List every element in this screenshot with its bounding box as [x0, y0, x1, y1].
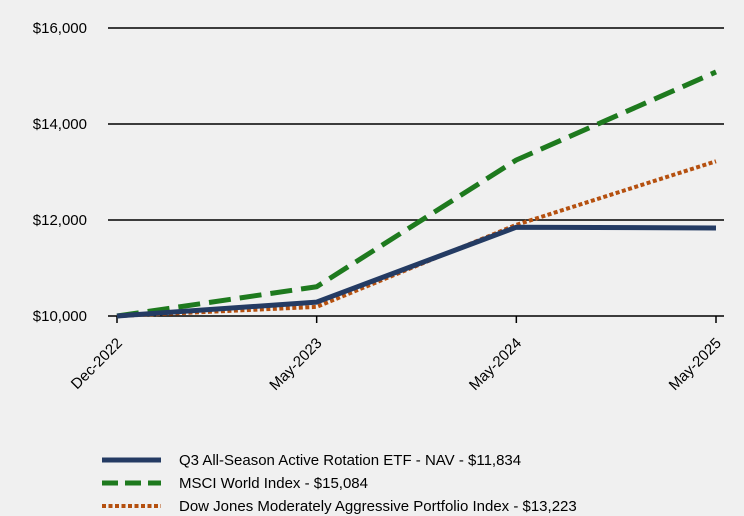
y-axis-tick-labels: $10,000 $12,000 $14,000 $16,000 — [33, 20, 87, 325]
y-tick-label: $12,000 — [33, 212, 87, 229]
x-axis: Dec-2022 May-2023 May-2024 May-2025 — [68, 316, 725, 394]
series-line-1 — [116, 69, 718, 319]
legend-label-1: MSCI World Index - $15,084 — [179, 475, 368, 492]
x-tick-label: May-2025 — [666, 335, 725, 394]
x-tick-label: Dec-2022 — [68, 335, 126, 393]
y-tick-label: $14,000 — [33, 116, 87, 133]
legend: Q3 All-Season Active Rotation ETF - NAV … — [102, 452, 577, 515]
y-tick-label: $10,000 — [33, 308, 87, 325]
legend-label-0: Q3 All-Season Active Rotation ETF - NAV … — [179, 452, 521, 469]
x-tick-label: May-2023 — [266, 335, 325, 394]
y-tick-label: $16,000 — [33, 20, 87, 37]
series-lines — [116, 69, 718, 319]
grid-lines — [108, 27, 724, 317]
legend-label-2: Dow Jones Moderately Aggressive Portfoli… — [179, 498, 577, 515]
x-tick-label: May-2024 — [466, 335, 525, 394]
series-line-0 — [116, 224, 717, 319]
series-line-2 — [116, 159, 717, 318]
